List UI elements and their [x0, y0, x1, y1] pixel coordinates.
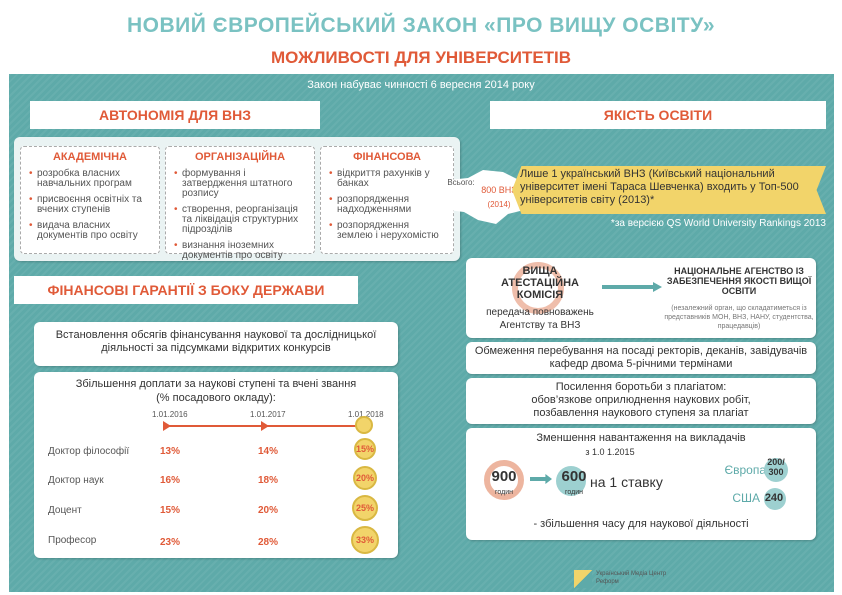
map-total-label: Всього: [447, 178, 475, 187]
list-item: формування і затвердження штатного розпи… [172, 169, 308, 199]
academic-group: АКАДЕМІЧНА розробка власних навчальних п… [20, 146, 160, 254]
timeline-coin [355, 416, 373, 434]
map-year: (2014) [487, 200, 511, 209]
page-title: НОВИЙ ЄВРОПЕЙСЬКИЙ ЗАКОН «ПРО ВИЩУ ОСВІТ… [126, 14, 716, 37]
europe-label: Європа [724, 463, 766, 477]
arrow-right-icon [530, 474, 552, 484]
list-item: відкриття рахунків у банках [327, 169, 447, 189]
pct-value: 15% [160, 505, 181, 516]
bonus-title: Збільшення доплати за наукові ступені та… [75, 378, 357, 390]
agency-note: (незалежний орган, що складатиметься із … [664, 305, 814, 330]
row-label: Доцент [48, 505, 82, 516]
page-subtitle: МОЖЛИВОСТІ ДЛЯ УНІВЕРСИТЕТІВ [270, 48, 572, 67]
academic-label: АКАДЕМІЧНА [52, 151, 128, 163]
pct-value: 14% [258, 446, 279, 457]
pct-value: 23% [160, 537, 181, 548]
ranking-banner [512, 166, 826, 214]
organizational-label: ОРГАНІЗАЦІЙНА [194, 151, 286, 163]
crossed-circle-icon [512, 262, 564, 314]
date-label: 1.01.2017 [250, 410, 286, 419]
workload-title: Зменшення навантаження на викладачів [536, 432, 746, 444]
list-item: розпорядження надходженнями [327, 195, 447, 215]
hours-new-unit: годин [565, 489, 583, 496]
workload-panel [466, 428, 816, 540]
europe-value: 200/ 300 [767, 457, 785, 477]
list-item: створення, реорганізація та ліквідація с… [172, 205, 308, 235]
ranking-text: Лише 1 український ВНЗ (Київський націон… [520, 168, 799, 206]
pct-coin: 15% [354, 438, 376, 460]
row-label: Доктор наук [48, 475, 104, 486]
date-label: 1.01.2018 [348, 410, 384, 419]
pct-value: 20% [258, 505, 279, 516]
pct-coin: 33% [351, 526, 379, 554]
plagiarism-panel [466, 378, 816, 424]
quality-heading: ЯКІСТЬ ОСВІТИ [490, 101, 826, 129]
financial-label: ФІНАНСОВА [353, 151, 421, 163]
hours-old-unit: годин [495, 489, 513, 496]
timeline-marker [261, 421, 269, 431]
pct-value: 13% [160, 446, 181, 457]
usa-label: США [732, 491, 760, 505]
list-item: присвоєння освітніх та вчених ступенів [27, 195, 153, 215]
pct-value: 28% [258, 537, 279, 548]
vak-label: ВИЩА АТЕСТАЦІЙНА КОМІСІЯ [501, 265, 579, 301]
organizational-group: ОРГАНІЗАЦІЙНА формування і затвердження … [165, 146, 315, 261]
list-item: видача власних документів про освіту [27, 221, 153, 241]
term-limit-panel [466, 342, 816, 374]
plagiarism-item-1: обов’язкове оприлюднення наукових робіт, [531, 394, 751, 406]
crossed-circle-icon [484, 460, 524, 500]
usa-value: 240 [764, 492, 784, 504]
plagiarism-title: Посилення боротьби з плагіатом: [555, 381, 727, 393]
per-rate: на 1 ставку [590, 474, 663, 490]
list-item: розпорядження землею і нерухомістю [327, 221, 447, 241]
pct-value: 16% [160, 475, 181, 486]
research-time: - збільшення часу для наукової діяльност… [533, 518, 749, 530]
effective-date: Закон набуває чинності 6 вересня 2014 ро… [307, 79, 535, 91]
bonus-panel [34, 372, 398, 558]
autonomy-heading: АВТОНОМІЯ ДЛЯ ВНЗ [30, 101, 320, 129]
teal-circle [764, 458, 788, 482]
ukraine-map [434, 170, 533, 224]
list-item: визнання іноземних документів про освіту [172, 241, 308, 261]
finance-heading: ФІНАНСОВІ ГАРАНТІЇ З БОКУ ДЕРЖАВИ [14, 276, 358, 304]
logo-line-1: Український Медіа Центр [596, 571, 667, 577]
plagiarism-item-2: позбавлення наукового ступеня за плагіат [533, 407, 749, 419]
volumes-text: Встановлення обсягів фінансування науков… [55, 329, 377, 354]
row-label: Професор [48, 535, 97, 546]
teal-circle [556, 466, 586, 496]
map-count: 800 ВНЗ [481, 185, 517, 195]
list-item: розробка власних навчальних програм [27, 169, 153, 189]
transfer-label: передача повноважень Агентству та ВНЗ [486, 307, 594, 331]
arrow-right-icon [602, 282, 662, 292]
agency-title: НАЦІОНАЛЬНЕ АГЕНСТВО ІЗ ЗАБЕЗПЕЧЕННЯ ЯКО… [666, 266, 812, 296]
pct-coin: 25% [352, 495, 378, 521]
timeline-marker [163, 421, 171, 431]
ranking-note: *за версією QS World University Rankings… [610, 218, 826, 229]
row-label: Доктор філософії [48, 446, 130, 457]
volumes-panel [34, 322, 398, 366]
logo-icon [574, 570, 592, 588]
hours-old: 900 [491, 468, 517, 485]
bonus-subtitle: (% посадового окладу): [156, 392, 276, 404]
hours-new: 600 [561, 468, 587, 485]
logo-line-2: Реформ [596, 579, 619, 585]
workload-date: з 1.0 1.2015 [585, 447, 635, 457]
date-label: 1.01.2016 [152, 410, 188, 419]
pct-value: 18% [258, 475, 279, 486]
term-limit-text: Обмеження перебування на посаді ректорів… [474, 345, 808, 370]
teal-circle [764, 488, 786, 510]
pct-coin: 20% [353, 466, 377, 490]
